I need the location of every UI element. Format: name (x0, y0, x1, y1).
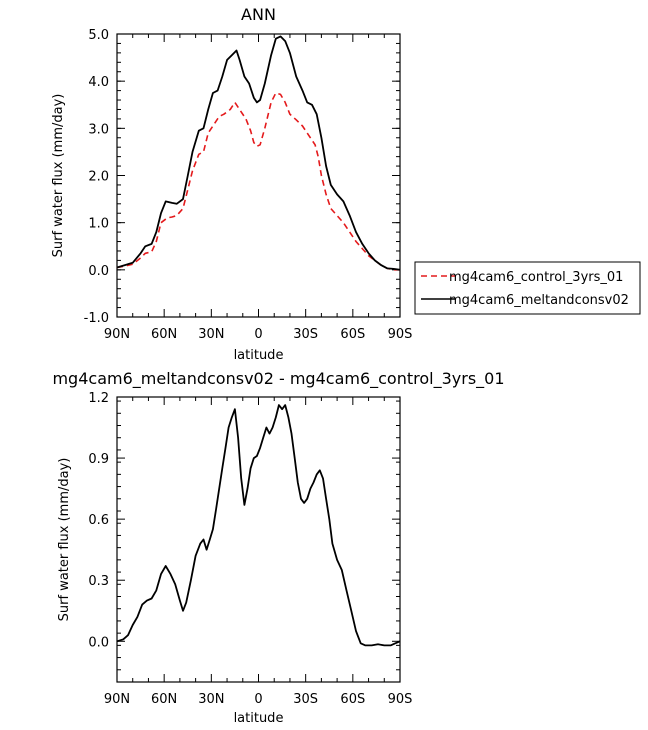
x-tick-label: 90N (104, 327, 130, 342)
legend-box (414, 261, 641, 315)
series-line-1 (116, 92, 400, 271)
y-tick-label: 0.0 (88, 635, 109, 650)
x-axis-label: latitude (234, 348, 284, 363)
x-tick-label: 60N (151, 327, 177, 342)
chart-panel-1: ANN 90N 60N 30N 0 30S 60S 90S -1.0 0.0 1.0 2.0 3.0 4.… (51, 5, 641, 363)
x-tick-label: 0 (254, 327, 262, 342)
x-tick-label: 60S (340, 692, 365, 707)
x-tick-label: 90N (104, 692, 130, 707)
x-tick-label: 30N (198, 692, 224, 707)
y-axis-label: Surf water flux (mm/day) (51, 94, 66, 258)
y-axis-label: Surf water flux (mm/day) (57, 458, 72, 622)
y-tick-label: 0.0 (88, 264, 109, 279)
series-line-1 (116, 404, 401, 647)
y-tick-label: 3.0 (88, 122, 109, 137)
x-tick-label: 60S (340, 327, 365, 342)
y-tick-label: -1.0 (84, 311, 109, 326)
legend-label-1: mg4cam6_control_3yrs_01 (449, 270, 623, 285)
plot-frame (116, 33, 401, 318)
legend: mg4cam6_control_3yrs_01 mg4cam6_meltandco… (414, 261, 641, 315)
legend-label-2: mg4cam6_meltandconsv02 (449, 293, 629, 308)
chart-panel-2: mg4cam6_meltandconsv02 - mg4cam6_control… (52, 369, 504, 726)
plot-frame (116, 396, 401, 683)
y-tick-label: 1.2 (88, 391, 109, 406)
chart-title: mg4cam6_meltandconsv02 - mg4cam6_control… (52, 369, 504, 389)
y-tick-label: 0.3 (88, 574, 109, 589)
x-tick-label: 30S (293, 327, 318, 342)
y-tick-label: 0.9 (88, 452, 109, 467)
x-tick-label: 90S (388, 327, 413, 342)
y-tick-label: 2.0 (88, 170, 109, 185)
x-tick-label: 30N (198, 327, 224, 342)
chart-title: ANN (241, 5, 276, 24)
y-tick-label: 5.0 (88, 28, 109, 43)
y-tick-label: 4.0 (88, 75, 109, 90)
x-tick-label: 0 (254, 692, 262, 707)
y-tick-label: 0.6 (88, 513, 109, 528)
x-axis-label: latitude (234, 711, 284, 726)
y-tick-label: 1.0 (88, 217, 109, 232)
x-tick-label: 60N (151, 692, 177, 707)
x-tick-label: 30S (293, 692, 318, 707)
series-line-2 (116, 35, 401, 271)
x-tick-label: 90S (388, 692, 413, 707)
